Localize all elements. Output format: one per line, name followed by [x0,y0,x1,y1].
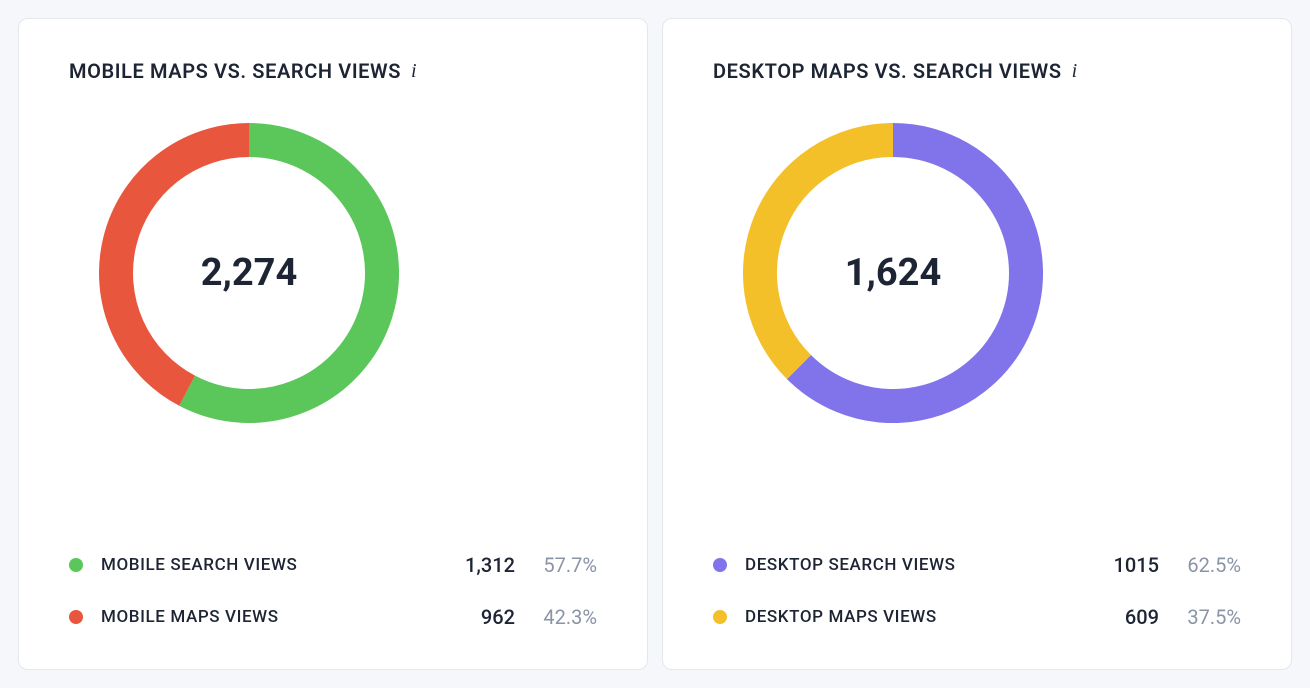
legend-row: MOBILE MAPS VIEWS 962 42.3% [69,605,597,629]
mobile-card-title-row: MOBILE MAPS VS. SEARCH VIEWS i [69,59,597,83]
mobile-donut: 2,274 [99,123,399,423]
desktop-card-title: DESKTOP MAPS VS. SEARCH VIEWS [713,59,1062,83]
info-icon[interactable]: i [1072,60,1078,83]
swatch-icon [69,610,83,624]
legend-pct: 42.3% [533,605,597,629]
legend-pct: 37.5% [1177,605,1241,629]
swatch-icon [69,558,83,572]
desktop-donut: 1,624 [743,123,1043,423]
mobile-donut-wrap: 2,274 [69,123,597,423]
legend-value: 609 [1099,605,1159,629]
mobile-card: MOBILE MAPS VS. SEARCH VIEWS i 2,274 MOB… [18,18,648,670]
legend-value: 1,312 [455,553,515,577]
legend-label: MOBILE SEARCH VIEWS [101,555,455,575]
legend-label: MOBILE MAPS VIEWS [101,607,455,627]
legend-row: MOBILE SEARCH VIEWS 1,312 57.7% [69,553,597,577]
mobile-donut-total: 2,274 [99,123,399,423]
desktop-card-title-row: DESKTOP MAPS VS. SEARCH VIEWS i [713,59,1241,83]
legend-row: DESKTOP MAPS VIEWS 609 37.5% [713,605,1241,629]
swatch-icon [713,558,727,572]
legend-pct: 62.5% [1177,553,1241,577]
legend-label: DESKTOP SEARCH VIEWS [745,555,1099,575]
mobile-legend: MOBILE SEARCH VIEWS 1,312 57.7% MOBILE M… [69,553,597,629]
info-icon[interactable]: i [411,60,417,83]
legend-value: 962 [455,605,515,629]
dashboard: MOBILE MAPS VS. SEARCH VIEWS i 2,274 MOB… [18,18,1292,670]
legend-row: DESKTOP SEARCH VIEWS 1015 62.5% [713,553,1241,577]
legend-value: 1015 [1099,553,1159,577]
desktop-legend: DESKTOP SEARCH VIEWS 1015 62.5% DESKTOP … [713,553,1241,629]
desktop-card: DESKTOP MAPS VS. SEARCH VIEWS i 1,624 DE… [662,18,1292,670]
legend-label: DESKTOP MAPS VIEWS [745,607,1099,627]
desktop-donut-wrap: 1,624 [713,123,1241,423]
legend-pct: 57.7% [533,553,597,577]
swatch-icon [713,610,727,624]
desktop-donut-total: 1,624 [743,123,1043,423]
mobile-card-title: MOBILE MAPS VS. SEARCH VIEWS [69,59,401,83]
